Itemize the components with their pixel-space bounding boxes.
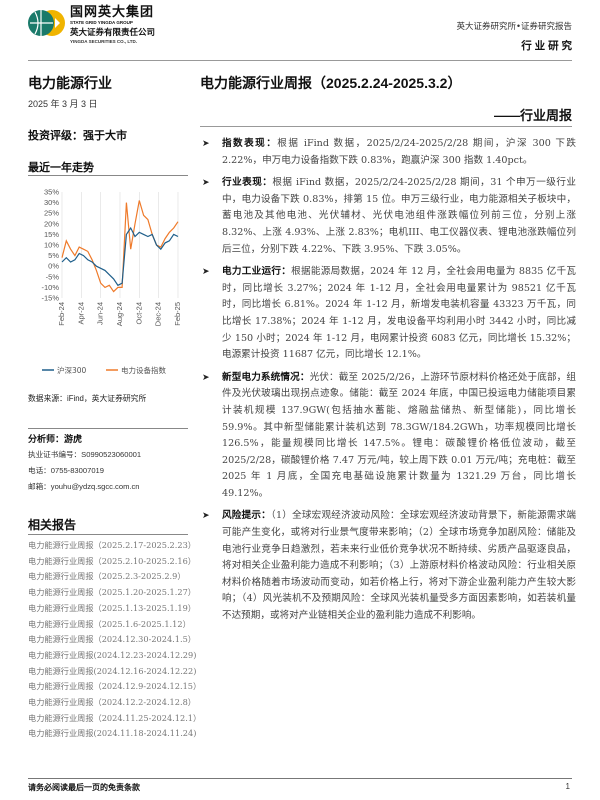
trend-title: 最近一年走势 bbox=[28, 162, 94, 174]
y-tick-label: -5% bbox=[46, 272, 60, 281]
report-title: 电力能源行业周报（2025.2.24-2025.3.2） bbox=[200, 75, 462, 91]
trend-divider bbox=[28, 175, 188, 176]
analyst-name: 分析师：游虎 bbox=[28, 434, 83, 444]
y-tick-label: -10% bbox=[41, 283, 59, 292]
report-subtitle: ——行业周报 bbox=[493, 108, 572, 123]
arrow-bullet-icon: ➤ bbox=[202, 178, 210, 189]
x-tick-label: Apr-24 bbox=[76, 302, 85, 325]
trend-chart: 35%30% 25%20% 15% 10%5% 0%-5% -10% -15%Feb-24 A… bbox=[41, 188, 182, 376]
x-tick-label: Oct-24 bbox=[134, 302, 143, 325]
x-tick-label: Jun-24 bbox=[96, 302, 105, 325]
category-label: 行 业 研 究 bbox=[521, 40, 572, 52]
related-report-link[interactable]: 电力能源行业周报（2025.2.3-2025.2.9） bbox=[28, 571, 186, 582]
arrow-bullet-icon: ➤ bbox=[202, 267, 210, 278]
arrow-bullet-icon: ➤ bbox=[202, 139, 210, 149]
y-tick-label: 5% bbox=[48, 251, 59, 260]
header-divider bbox=[28, 60, 572, 61]
related-report-link[interactable]: 电力能源行业周报（2025.1.6-2025.1.12） bbox=[28, 618, 191, 629]
bullet-industry-performance: ➤ 行业表现：根据 iFind 数据，2025/2/24-2025/2/28 期间… bbox=[202, 177, 576, 255]
analyst-phone: 电话：0755-83007019 bbox=[28, 466, 104, 475]
logo-en: STATE GRID YINGDA GROUP bbox=[70, 20, 133, 25]
company-logo bbox=[28, 10, 65, 36]
title-divider bbox=[200, 126, 572, 127]
y-tick-label: 30% bbox=[44, 198, 59, 207]
x-tick-label: Feb-24 bbox=[57, 302, 66, 326]
related-report-link[interactable]: 电力能源行业周报（2025.2.17-2025.2.23） bbox=[28, 540, 196, 550]
related-report-link[interactable]: 电力能源行业周报(2024.12.16-2024.12.22) bbox=[28, 665, 197, 676]
related-report-link[interactable]: 电力能源行业周报（2024.12.9-2024.12.15） bbox=[28, 681, 202, 692]
analyst-cert: 执业证书编号：S0990523060001 bbox=[28, 450, 142, 459]
legend-label: 电力设备指数 bbox=[121, 365, 166, 375]
related-report-link[interactable]: 电力能源行业周报（2025.1.13-2025.1.19） bbox=[28, 602, 196, 613]
x-tick-label: Aug-24 bbox=[115, 302, 124, 326]
y-tick-label: 10% bbox=[44, 241, 59, 250]
bullet-new-power-system: ➤ 新型电力系统情况：光伏：截至 2025/2/26，上游环节原材料价格还处于底部… bbox=[202, 371, 577, 499]
related-report-link[interactable]: 电力能源行业周报（2024.12.2-2024.12.8） bbox=[28, 697, 196, 707]
source-divider bbox=[28, 428, 188, 429]
arrow-bullet-icon: ➤ bbox=[202, 511, 210, 522]
industry-title: 电力能源行业 bbox=[28, 75, 112, 91]
report-date: 2025 年 3 月 3 日 bbox=[28, 99, 98, 109]
arrow-bullet-icon: ➤ bbox=[202, 372, 210, 383]
legend-label: 沪深300 bbox=[57, 365, 87, 375]
related-title: 相关报告 bbox=[28, 518, 77, 532]
bullet-power-industry: ➤ 电力工业运行：根据能源局数据，2024 年 12 月，全社会用电量为 8835… bbox=[202, 266, 577, 361]
logo-cn: 国网英大集团 bbox=[70, 4, 155, 19]
y-tick-label: 15% bbox=[44, 230, 59, 239]
company-en: YINGDA SECURITIES CO., LTD. bbox=[70, 39, 138, 44]
footer-disclaimer[interactable]: 请务必阅读最后一页的免责条款 bbox=[28, 783, 140, 792]
x-tick-label: Dec-24 bbox=[154, 302, 163, 326]
data-source: 数据来源：iFind，英大证券研究所 bbox=[28, 394, 147, 403]
footer-divider bbox=[28, 778, 572, 779]
related-report-link[interactable]: 电力能源行业周报(2024.12.23-2024.12.29) bbox=[28, 649, 197, 660]
related-report-link[interactable]: 电力能源行业周报（2024.12.30-2024.1.5） bbox=[28, 634, 196, 645]
related-report-link[interactable]: 电力能源行业周报（2024.11.25-2024.12.1） bbox=[28, 712, 202, 723]
related-report-link[interactable]: 电力能源行业周报(2024.11.18-2024.11.24) bbox=[28, 728, 197, 739]
bullet-risk: ➤ 风险提示：（1）全球宏观经济波动风险：全球宏观经济波动背景下，新能源需求端可能… bbox=[202, 510, 576, 622]
series-line bbox=[61, 226, 179, 287]
y-tick-label: 20% bbox=[44, 219, 59, 228]
related-divider bbox=[28, 534, 188, 535]
related-report-link[interactable]: 电力能源行业周报（2025.1.20-2025.1.27） bbox=[28, 587, 196, 598]
y-tick-label: 25% bbox=[44, 209, 59, 218]
y-tick-label: 35% bbox=[44, 188, 59, 197]
related-report-link[interactable]: 电力能源行业周报（2025.2.10-2025.2.16） bbox=[28, 555, 196, 566]
investment-rating: 投资评级：强于大市 bbox=[28, 130, 127, 142]
y-tick-label: -15% bbox=[41, 294, 59, 303]
series-line bbox=[61, 200, 179, 293]
summary-bullets: ➤ 指数表现：根据 iFind 数据，2025/2/24-2025/2/28 期间… bbox=[200, 136, 576, 631]
analyst-email[interactable]: 邮箱：youhu@ydzq.sgcc.com.cn bbox=[28, 482, 140, 491]
company-cn: 英大证券有限责任公司 bbox=[70, 27, 156, 37]
bullet-index-performance: ➤ 指数表现：根据 iFind 数据，2025/2/24-2025/2/28 期间… bbox=[202, 138, 577, 166]
institute-label: 英大证券研究所•证券研究报告 bbox=[456, 22, 572, 32]
y-tick-label: 0% bbox=[48, 262, 59, 271]
x-tick-label: Feb-25 bbox=[173, 302, 182, 326]
page-number: 1 bbox=[565, 782, 570, 791]
